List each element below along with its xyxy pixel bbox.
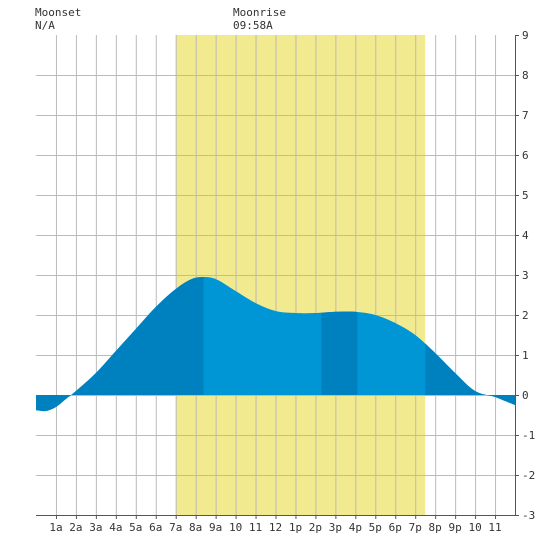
y-tick-label: 9: [522, 29, 529, 42]
x-tick-label: 3a: [89, 521, 102, 534]
x-tick-label: 3p: [329, 521, 342, 534]
tide-area-night: [36, 277, 204, 412]
y-tick-label: -2: [522, 469, 535, 482]
y-tick-label: 6: [522, 149, 529, 162]
x-tick-label: 1p: [289, 521, 302, 534]
y-tick-label: 5: [522, 189, 529, 202]
x-tick-label: 6a: [149, 521, 162, 534]
y-tick-label: -1: [522, 429, 535, 442]
x-tick-label: 5p: [369, 521, 382, 534]
grid-layer: [36, 35, 515, 515]
y-tick-label: 0: [522, 389, 529, 402]
moonset-label: Moonset: [35, 6, 82, 19]
x-tick-label: 9a: [209, 521, 222, 534]
x-tick-label: 5a: [129, 521, 142, 534]
x-tick-label: 8p: [429, 521, 442, 534]
tide-area-night: [321, 311, 358, 395]
x-tick-label: 11: [488, 521, 501, 534]
x-tick-label: 10: [229, 521, 242, 534]
x-tick-label: 4a: [109, 521, 122, 534]
moonrise-block: Moonrise 09:58A: [233, 6, 286, 32]
y-tick-label: 8: [522, 69, 529, 82]
x-tick-label: 2a: [69, 521, 82, 534]
moonrise-value: 09:58A: [233, 19, 273, 32]
x-tick-label: 6p: [389, 521, 402, 534]
x-tick-label: 11: [249, 521, 262, 534]
y-tick-label: 2: [522, 309, 529, 322]
x-tick-label: 1a: [49, 521, 62, 534]
x-tick-label: 4p: [349, 521, 362, 534]
x-tick-label: 2p: [309, 521, 322, 534]
x-tick-label: 8a: [189, 521, 202, 534]
moonrise-label: Moonrise: [233, 6, 286, 19]
y-tick-label: 4: [522, 229, 529, 242]
y-tick-label: -3: [522, 509, 535, 522]
axes-layer: [36, 35, 519, 519]
y-tick-labels: -3 -2 -1 0 1 2 3 4 5 6 7 8 9: [522, 29, 535, 522]
y-tick-label: 3: [522, 269, 529, 282]
tide-area-night: [425, 343, 515, 405]
y-tick-label: 7: [522, 109, 529, 122]
x-tick-label: 7a: [169, 521, 182, 534]
moonset-value: N/A: [35, 19, 55, 32]
x-tick-label: 10: [468, 521, 481, 534]
y-tick-label: 1: [522, 349, 529, 362]
x-tick-label: 9p: [449, 521, 462, 534]
x-tick-labels: 1a 2a 3a 4a 5a 6a 7a 8a 9a 10 11 12 1p 2p 3p 4p 5p 6p 7p 8p…: [49, 521, 501, 534]
tide-layer: [36, 277, 515, 412]
x-tick-label: 12: [269, 521, 282, 534]
moonset-block: Moonset N/A: [35, 6, 81, 32]
x-tick-label: 7p: [409, 521, 422, 534]
